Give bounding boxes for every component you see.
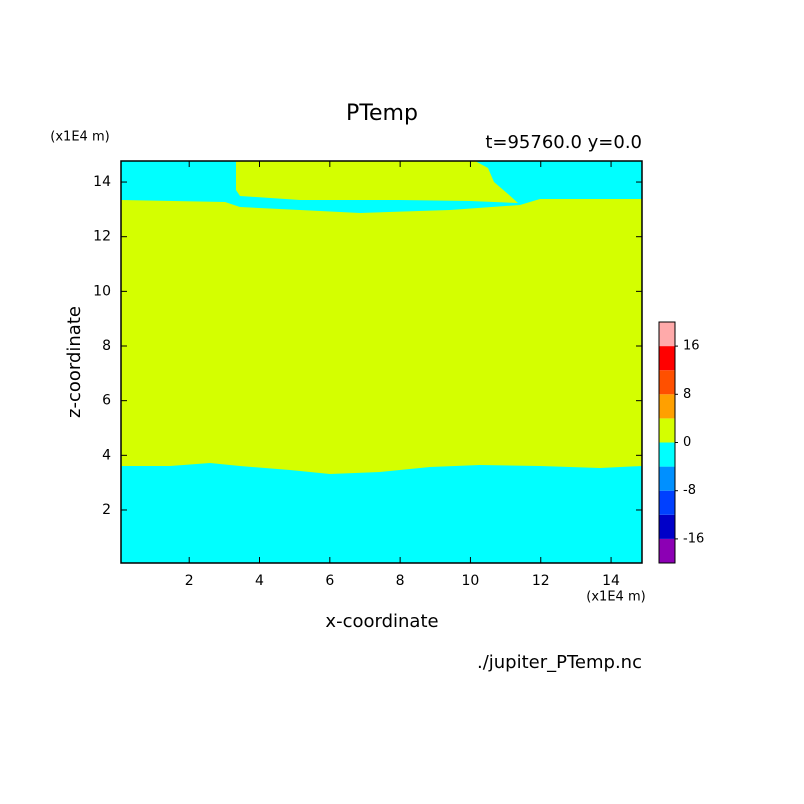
colorbar-label: -16 [683, 531, 704, 546]
colorbar-band [659, 370, 675, 395]
colorbar-band [659, 346, 675, 371]
x-tick-label: 4 [255, 573, 264, 589]
contour-region [121, 463, 642, 563]
colorbar-band [659, 538, 675, 563]
y-tick-label: 4 [102, 447, 111, 463]
x-tick-label: 8 [396, 573, 405, 589]
colorbar-band [659, 442, 675, 467]
contour-region [236, 161, 518, 203]
y-tick-label: 8 [102, 338, 111, 354]
colorbar-label: 8 [683, 387, 691, 402]
x-tick-label: 6 [325, 573, 334, 589]
file-name: ./jupiter_PTemp.nc [477, 652, 642, 673]
subtitle: t=95760.0 y=0.0 [485, 132, 642, 153]
x-axis-label: x-coordinate [325, 611, 438, 632]
y-tick-label: 10 [93, 283, 111, 299]
colorbar-band [659, 490, 675, 515]
y-tick-label: 14 [93, 174, 111, 190]
y-tick-label: 12 [93, 229, 111, 245]
x-tick-label: 14 [602, 573, 620, 589]
colorbar-band [659, 466, 675, 491]
plot-frame [120, 160, 643, 564]
colorbar-band [659, 514, 675, 539]
y-axis-label: z-coordinate [64, 306, 85, 418]
chart-title: PTemp [346, 101, 418, 126]
x-unit: (x1E4 m) [586, 590, 645, 605]
y-tick-label: 6 [102, 393, 111, 409]
x-tick-label: 2 [185, 573, 194, 589]
colorbar-label: -8 [683, 483, 696, 498]
colorbar-band [659, 394, 675, 419]
x-tick-label: 12 [532, 573, 550, 589]
colorbar-label: 0 [683, 435, 691, 450]
y-unit: (x1E4 m) [50, 130, 109, 145]
colorbar-band [659, 322, 675, 347]
colorbar-band [659, 418, 675, 443]
colorbar-label: 16 [683, 339, 700, 354]
x-tick-label: 10 [462, 573, 480, 589]
y-tick-label: 2 [102, 502, 111, 518]
